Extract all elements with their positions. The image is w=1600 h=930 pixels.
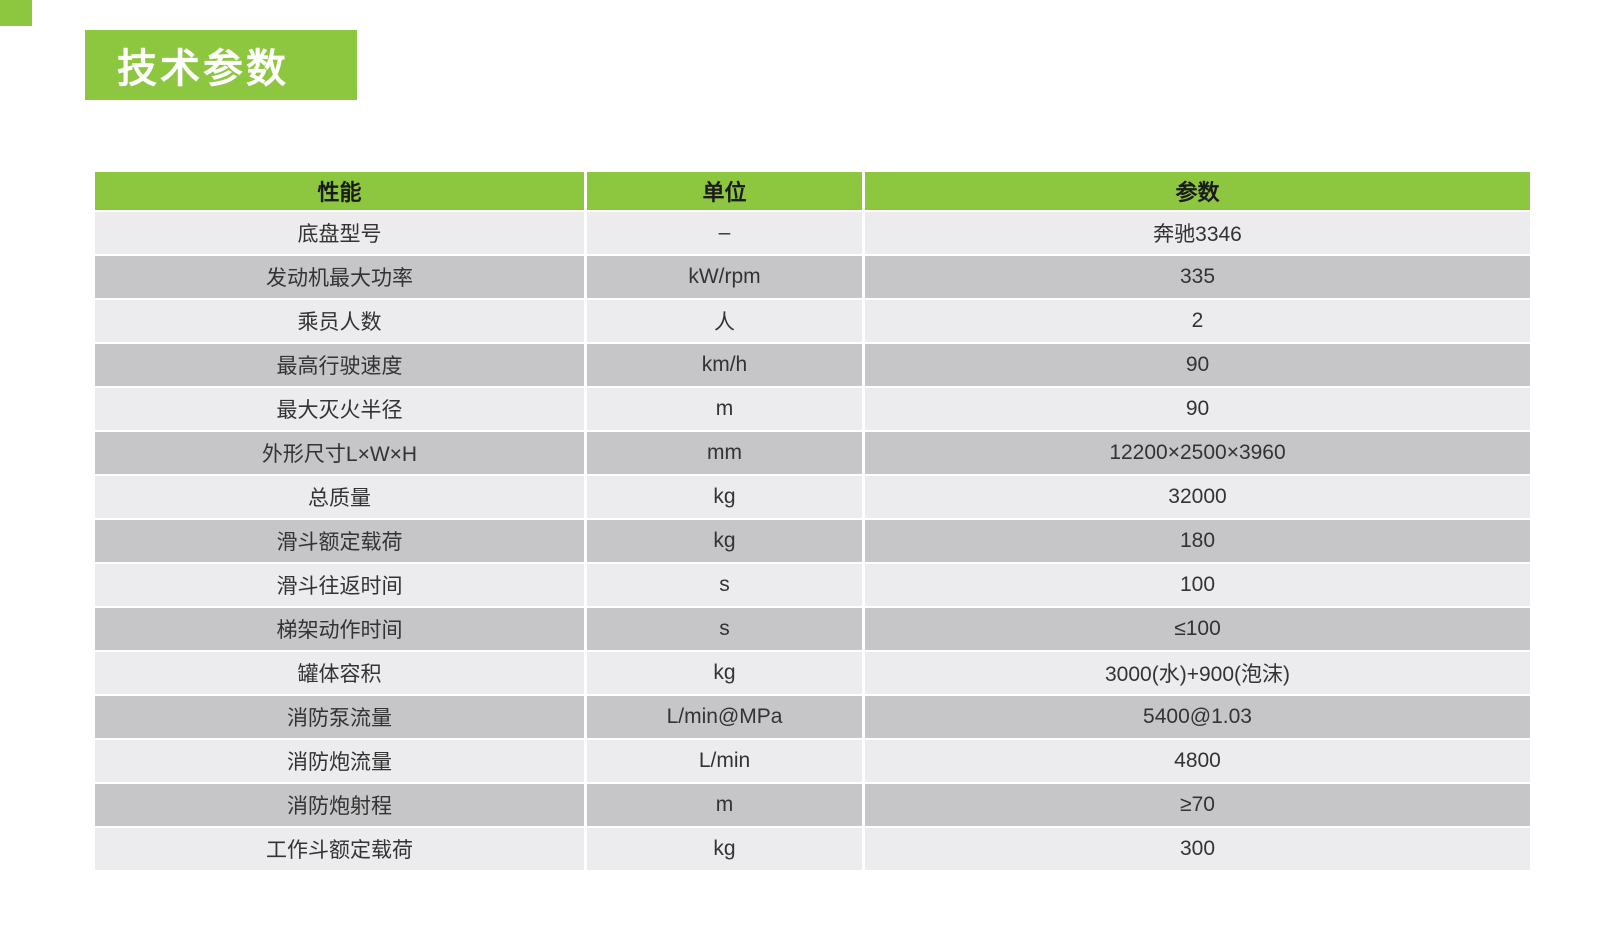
table-row: 罐体容积 kg 3000(水)+900(泡沫) <box>95 652 1530 694</box>
spec-unit: s <box>587 608 865 650</box>
spec-value: 335 <box>865 256 1530 298</box>
spec-value: 90 <box>865 344 1530 386</box>
spec-unit: 人 <box>587 300 865 342</box>
table-row: 滑斗额定载荷 kg 180 <box>95 520 1530 562</box>
spec-name: 外形尺寸L×W×H <box>95 432 587 474</box>
spec-value: 5400@1.03 <box>865 696 1530 738</box>
table-row: 乘员人数 人 2 <box>95 300 1530 342</box>
spec-value: ≥70 <box>865 784 1530 826</box>
spec-name: 消防炮流量 <box>95 740 587 782</box>
table-row: 最大灭火半径 m 90 <box>95 388 1530 430</box>
spec-unit: km/h <box>587 344 865 386</box>
section-title-badge: 技术参数 <box>85 30 357 100</box>
page-corner-accent <box>0 0 32 26</box>
table-row: 总质量 kg 32000 <box>95 476 1530 518</box>
spec-value: 300 <box>865 828 1530 870</box>
table-row: 工作斗额定载荷 kg 300 <box>95 828 1530 870</box>
table-row: 滑斗往返时间 s 100 <box>95 564 1530 606</box>
spec-table: 性能 单位 参数 底盘型号 – 奔驰3346 发动机最大功率 kW/rpm 33… <box>95 172 1530 872</box>
header-parameter: 参数 <box>865 172 1530 210</box>
header-unit: 单位 <box>587 172 865 210</box>
spec-unit: L/min <box>587 740 865 782</box>
spec-name: 最大灭火半径 <box>95 388 587 430</box>
page-title: 技术参数 <box>117 47 289 91</box>
spec-value: ≤100 <box>865 608 1530 650</box>
spec-name: 消防炮射程 <box>95 784 587 826</box>
spec-unit: – <box>587 212 865 254</box>
spec-name: 工作斗额定载荷 <box>95 828 587 870</box>
spec-name: 梯架动作时间 <box>95 608 587 650</box>
spec-name: 消防泵流量 <box>95 696 587 738</box>
spec-unit: kg <box>587 520 865 562</box>
table-row: 最高行驶速度 km/h 90 <box>95 344 1530 386</box>
spec-value: 180 <box>865 520 1530 562</box>
spec-value: 12200×2500×3960 <box>865 432 1530 474</box>
spec-unit: m <box>587 388 865 430</box>
spec-unit: mm <box>587 432 865 474</box>
spec-unit: kW/rpm <box>587 256 865 298</box>
spec-unit: L/min@MPa <box>587 696 865 738</box>
spec-name: 发动机最大功率 <box>95 256 587 298</box>
table-row: 消防炮流量 L/min 4800 <box>95 740 1530 782</box>
table-row: 消防炮射程 m ≥70 <box>95 784 1530 826</box>
spec-name: 罐体容积 <box>95 652 587 694</box>
table-row: 外形尺寸L×W×H mm 12200×2500×3960 <box>95 432 1530 474</box>
spec-unit: kg <box>587 828 865 870</box>
spec-name: 最高行驶速度 <box>95 344 587 386</box>
table-row: 发动机最大功率 kW/rpm 335 <box>95 256 1530 298</box>
spec-name: 底盘型号 <box>95 212 587 254</box>
table-row: 梯架动作时间 s ≤100 <box>95 608 1530 650</box>
spec-name: 总质量 <box>95 476 587 518</box>
table-header-row: 性能 单位 参数 <box>95 172 1530 210</box>
header-performance: 性能 <box>95 172 587 210</box>
spec-unit: kg <box>587 652 865 694</box>
spec-unit: s <box>587 564 865 606</box>
table-row: 底盘型号 – 奔驰3346 <box>95 212 1530 254</box>
spec-name: 滑斗往返时间 <box>95 564 587 606</box>
spec-value: 2 <box>865 300 1530 342</box>
spec-name: 乘员人数 <box>95 300 587 342</box>
spec-unit: kg <box>587 476 865 518</box>
spec-value: 90 <box>865 388 1530 430</box>
table-row: 消防泵流量 L/min@MPa 5400@1.03 <box>95 696 1530 738</box>
spec-value: 4800 <box>865 740 1530 782</box>
spec-value: 3000(水)+900(泡沫) <box>865 652 1530 694</box>
spec-value: 32000 <box>865 476 1530 518</box>
spec-name: 滑斗额定载荷 <box>95 520 587 562</box>
spec-unit: m <box>587 784 865 826</box>
spec-value: 100 <box>865 564 1530 606</box>
spec-value: 奔驰3346 <box>865 212 1530 254</box>
